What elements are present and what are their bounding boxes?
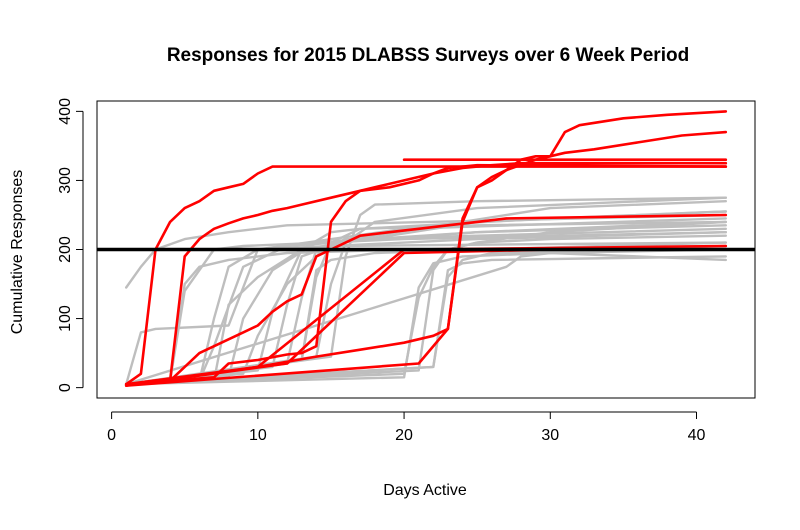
x-tick-label: 0 [107, 427, 116, 444]
y-tick-label: 200 [57, 236, 74, 263]
x-tick-label: 20 [395, 427, 413, 444]
x-axis-label: Days Active [383, 482, 467, 499]
y-tick-label: 0 [57, 383, 74, 392]
y-axis-label: Cumulative Responses [9, 170, 26, 335]
highlight-series-line [124, 165, 728, 386]
gray-series-line [124, 251, 727, 386]
x-tick-label: 30 [541, 427, 559, 444]
x-tick-label: 40 [688, 427, 706, 444]
y-tick-label: 300 [57, 167, 74, 194]
highlight-series-line [124, 161, 728, 386]
y-axis: 0 100 200 300 400 [57, 98, 84, 392]
highlight-series-line [124, 110, 728, 387]
gray-series-line [124, 199, 727, 386]
series-layer [124, 110, 728, 387]
gray-series-line [124, 196, 727, 386]
highlight-series-line [124, 130, 728, 387]
x-axis: 0 10 20 30 40 [107, 411, 706, 444]
chart-title: Responses for 2015 DLABSS Surveys over 6… [167, 45, 689, 66]
y-tick-label: 400 [57, 98, 74, 125]
gray-series-line [124, 213, 727, 289]
highlight-series-line [124, 213, 728, 386]
gray-series-line [124, 230, 727, 386]
x-tick-label: 10 [249, 427, 267, 444]
y-tick-label: 100 [57, 305, 74, 332]
